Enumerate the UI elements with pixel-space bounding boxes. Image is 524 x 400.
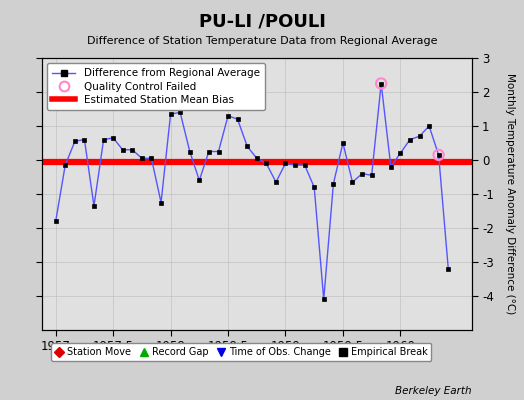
Text: PU-LI /POULI: PU-LI /POULI (199, 12, 325, 30)
Y-axis label: Monthly Temperature Anomaly Difference (°C): Monthly Temperature Anomaly Difference (… (505, 73, 515, 315)
Point (434, 152, 443, 158)
Text: Difference of Station Temperature Data from Regional Average: Difference of Station Temperature Data f… (87, 36, 437, 46)
Legend: Difference from Regional Average, Quality Control Failed, Estimated Station Mean: Difference from Regional Average, Qualit… (47, 63, 265, 110)
Text: Berkeley Earth: Berkeley Earth (395, 386, 472, 396)
Legend: Station Move, Record Gap, Time of Obs. Change, Empirical Break: Station Move, Record Gap, Time of Obs. C… (51, 343, 431, 361)
Point (377, 80, 385, 87)
